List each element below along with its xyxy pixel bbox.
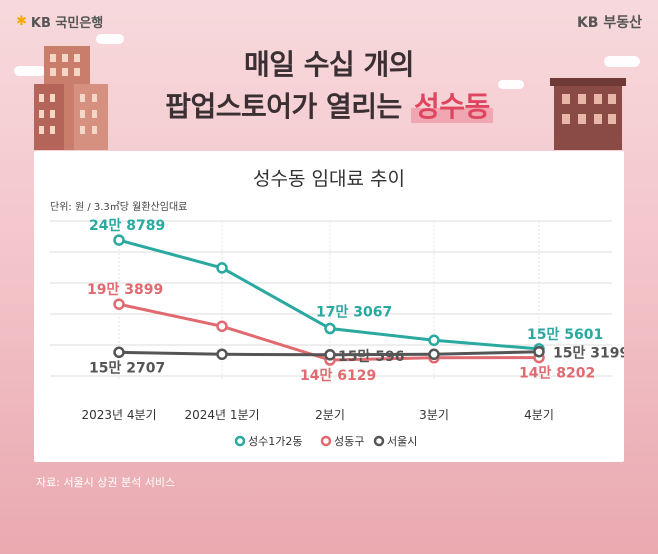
source-note: 자료: 서울시 상권 분석 서비스	[36, 476, 176, 489]
data-point	[113, 346, 125, 359]
x-tick-label: 2분기	[315, 408, 345, 422]
chart-legend: 성수1가2동 성동구 서울시	[234, 435, 417, 448]
chart-card: 성수동 임대료 추이 단위: 원 / 3.3㎡당 월환산임대료 2023년 4분…	[34, 151, 624, 462]
data-label: 17만 3067	[316, 305, 392, 321]
x-axis-ticks: 2023년 4분기 2024년 1분기 2분기 3분기 4분기	[81, 408, 553, 422]
data-point	[428, 348, 440, 361]
data-point	[324, 349, 336, 361]
data-point	[428, 334, 440, 347]
kb-star-icon: ✱	[16, 14, 27, 29]
headline-line-1: 매일 수십 개의	[243, 48, 415, 81]
data-label: 15만 596	[338, 349, 404, 365]
data-label: 15만 2707	[89, 360, 165, 376]
cloud-decoration	[498, 80, 524, 89]
data-labels: 24만 8789 17만 3067 15만 5601 19만 3899 14만 6129…	[87, 218, 624, 384]
kb-bank-logo: ✱ KB 국민은행	[16, 12, 103, 31]
data-point	[533, 345, 545, 358]
chart-grid	[50, 220, 612, 379]
cloud-decoration	[96, 34, 124, 44]
kb-bank-logo-text: KB 국민은행	[30, 16, 104, 31]
chart-title: 성수동 임대료 추이	[253, 168, 405, 190]
headline-line-2: 팝업스토어가 열리는 성수동	[0, 88, 658, 126]
headline-line-2-text: 팝업스토어가 열리는	[165, 90, 412, 123]
cloud-decoration	[14, 66, 46, 76]
data-label: 15만 5601	[527, 327, 603, 343]
headline-highlight: 성수동	[411, 90, 493, 123]
data-point	[113, 298, 125, 310]
data-label: 19만 3899	[87, 282, 163, 298]
data-point	[216, 320, 228, 333]
legend-marker	[320, 435, 332, 447]
legend-label: 서울시	[387, 435, 417, 448]
x-tick-label: 2023년 4분기	[81, 408, 156, 422]
rent-trend-chart: 성수동 임대료 추이 단위: 원 / 3.3㎡당 월환산임대료 2023년 4분…	[50, 168, 624, 448]
chart-unit-label: 단위: 원 / 3.3㎡당 월환산임대료	[50, 200, 187, 213]
kb-realestate-logo: KB 부동산	[577, 12, 642, 32]
cloud-decoration	[604, 56, 640, 67]
data-label: 15만 3199	[553, 346, 624, 362]
x-tick-label: 4분기	[524, 408, 554, 422]
series-points	[113, 234, 545, 366]
building-left-illustration	[34, 46, 108, 150]
data-label: 14만 8202	[519, 366, 595, 382]
kb-realestate-logo-text: KB 부동산	[576, 15, 642, 31]
data-point	[216, 262, 228, 274]
data-label: 14만 6129	[300, 368, 376, 384]
building-right-illustration	[550, 78, 626, 150]
data-point	[324, 322, 336, 335]
series-lines	[118, 238, 540, 362]
x-tick-label: 2024년 1분기	[184, 408, 259, 422]
legend-label: 성동구	[334, 435, 364, 448]
legend-marker	[234, 435, 246, 447]
data-point	[113, 234, 125, 246]
legend-marker	[373, 435, 385, 447]
x-tick-label: 3분기	[419, 408, 449, 422]
legend-label: 성수1가2동	[248, 435, 302, 448]
data-label: 24만 8789	[89, 218, 165, 234]
data-point	[216, 348, 228, 361]
